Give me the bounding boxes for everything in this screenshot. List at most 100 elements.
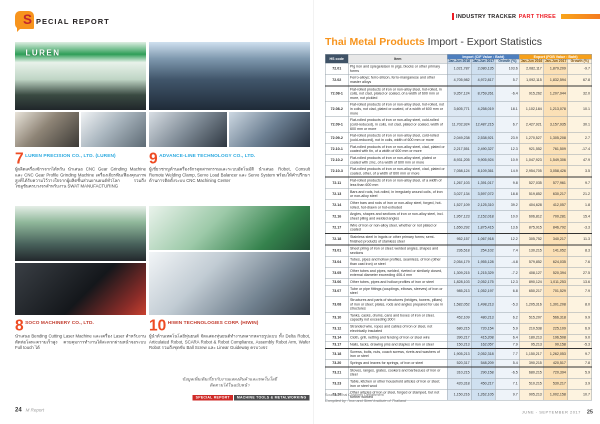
item-cell: Bars and rods, hot-rolled, in irregularl… <box>348 188 448 201</box>
stats-table-head: HS code Item Import (CIF Value : Baht) E… <box>325 54 593 64</box>
export-growth-cell: 30.1 <box>567 116 593 133</box>
table-row: 73.23 Table, kitchen or other household a… <box>325 377 593 390</box>
export-2017-cell: 3,058,426 <box>543 165 568 178</box>
import-2017-cell: 1,391,017 <box>471 176 496 189</box>
section-hiwin-body: ผู้นำด้านเทคโนโลยีหุ่นยนต์ จัดแสดงหุ่นยน… <box>149 333 310 350</box>
import-growth-cell: 39.2 <box>495 199 520 212</box>
magazine-brand: M Report <box>25 407 45 413</box>
export-2016-cell: 905,213 <box>519 389 544 401</box>
import-2016-cell: 452,109 <box>446 311 472 324</box>
header-hs-code: HS code <box>325 54 349 64</box>
photo-green-booth <box>149 206 310 250</box>
export-2016-cell: 1,270,527 <box>519 132 544 144</box>
import-2016-cell: 1,527,109 <box>446 199 472 212</box>
photo-machine-grey <box>81 112 146 147</box>
special-report-icon-letter: S <box>22 12 32 27</box>
export-growth-cell: 8.3 <box>567 244 593 257</box>
table-row: 72.13 Bars and rods, hot-rolled, in irreg… <box>325 188 593 201</box>
credit-lines: ข้อมูลเพิ่มเติมเกี่ยวกับงานแสดงสินค้าและ… <box>149 376 310 388</box>
header-export-2016: Jan-Jun 2016 <box>519 59 544 64</box>
export-growth-cell: 10.1 <box>567 101 593 118</box>
hs-code-cell: 73.17 <box>325 341 349 349</box>
table-row: 72.10-1 Flat-rolled products of iron or n… <box>325 143 593 155</box>
table-row: 73.20 Springs and leaves for springs, of … <box>325 359 593 368</box>
hs-code-cell: 73.01 <box>325 244 349 257</box>
banner-part-label: PART THREE <box>518 13 556 20</box>
export-2017-cell: 1,879,209 <box>543 62 568 75</box>
export-2016-cell: 95,213 <box>519 341 544 349</box>
item-cell: Flat-rolled products of iron or non-allo… <box>348 154 448 167</box>
table-source: Source : Thai Customs Department <box>325 392 384 398</box>
table-row: 73.10 Tanks, casks, drums, cans and boxes… <box>325 311 593 324</box>
table-row: 73.08 Structures and parts of structures … <box>325 296 593 313</box>
header-export-2017: Jan-Jun 2017 <box>543 59 568 64</box>
import-2017-cell: 2,052,318 <box>471 347 496 360</box>
section-soco: 8 SOCO MACHINERY CO., LTD. นำเสนอ Bendin… <box>15 317 146 350</box>
item-cell: Flat-rolled products of iron or non-allo… <box>348 85 448 102</box>
section-hiwin: 10 HIWIN TECHNOLOGIES CORP. (HIWIN) ผู้น… <box>149 317 310 350</box>
item-cell: Sheet piling of iron or steel; welded an… <box>348 244 448 257</box>
export-growth-cell: 47.9 <box>567 154 593 167</box>
import-growth-cell: 23.9 <box>495 132 520 144</box>
export-2016-cell: 404,628 <box>519 199 544 212</box>
import-growth-cell: 6.2 <box>495 311 520 324</box>
import-2017-cell: 8,759,261 <box>471 85 496 102</box>
section-advanceline-title: ADVANCE-LINE TECHNOLOGY CO., LTD. <box>159 153 256 159</box>
item-cell: Tanks, casks, drums, cans and boxes of i… <box>348 311 448 324</box>
header-import-growth: Growth (%) <box>495 59 520 64</box>
import-2017-cell: 1,067,918 <box>471 232 496 246</box>
export-2017-cell: 701,529 <box>543 285 568 297</box>
item-cell: Flat-rolled products of iron or non-allo… <box>348 143 448 155</box>
export-2016-cell: 579,852 <box>519 256 544 268</box>
import-growth-cell: 14.9 <box>495 165 520 178</box>
table-row: 73.05 Other tubes and pipes, welded, rive… <box>325 267 593 279</box>
credit-line-2: ติดตามได้ในฉบับหน้า <box>209 382 250 388</box>
export-2017-cell: 1,002,158 <box>543 389 568 401</box>
import-growth-cell: 10.9 <box>495 154 520 167</box>
photo-soco-booth <box>15 263 146 315</box>
import-2016-cell: 236,518 <box>446 244 472 257</box>
hs-code-cell: 72.16 <box>325 210 349 223</box>
import-growth-cell: 9.8 <box>495 176 520 189</box>
special-report-header: S PECIAL REPORT <box>15 11 110 32</box>
item-cell: Other bars and rods of iron or non-alloy… <box>348 199 448 212</box>
export-growth-cell: 11.3 <box>567 232 593 246</box>
export-growth-cell: 7.8 <box>567 359 593 368</box>
table-row: 73.06 Other tubes, pipes and hollow profi… <box>325 278 593 286</box>
export-2017-cell: 1,011,253 <box>543 278 568 286</box>
item-cell: Table, kitchen or other household articl… <box>348 377 448 390</box>
hs-code-cell: 72.18 <box>325 232 349 246</box>
table-row: 72.09-1 Flat-rolled products of iron or n… <box>325 116 593 133</box>
credit-tagbar: SPECIAL REPORT MACHINE TOOLS & METALWORK… <box>192 395 310 401</box>
export-2016-cell: 180,213 <box>519 334 544 342</box>
import-growth-cell: 13.6 <box>495 221 520 234</box>
export-growth-cell: -3.3 <box>567 221 593 234</box>
issue-date: JUNE - SEPTEMBER 2017 <box>521 410 581 415</box>
hs-code-cell: 72.02 <box>325 74 349 87</box>
export-growth-cell: 3.9 <box>567 377 593 390</box>
credit-tag-2: MACHINE TOOLS & METALWORKING <box>233 395 310 401</box>
export-2017-cell: 530,217 <box>543 377 568 390</box>
export-2017-cell: 577,961 <box>543 176 568 189</box>
import-growth-cell: 10.0 <box>495 210 520 223</box>
table-row: 73.07 Tube or pipe fittings (couplings, e… <box>325 285 593 297</box>
section-advanceline: 9 ADVANCE-LINE TECHNOLOGY CO., LTD. ผู้เ… <box>149 149 310 183</box>
table-row: 72.10-3 Flat-rolled products of iron or n… <box>325 165 593 178</box>
banner-label: INDUSTRY TRACKER <box>456 13 517 20</box>
import-growth-cell: 5.9 <box>495 323 520 335</box>
export-growth-cell: 32.0 <box>567 85 593 102</box>
import-growth-cell: 12.3 <box>495 278 520 286</box>
export-2016-cell: 210,538 <box>519 323 544 335</box>
import-2017-cell: 1,052,197 <box>471 285 496 297</box>
import-2016-cell: 1,957,123 <box>446 210 472 223</box>
header-item: Item <box>348 54 448 64</box>
hs-code-cell: 73.04 <box>325 256 349 268</box>
photo-exhibition-crowd <box>149 42 310 110</box>
section-advanceline-number: 9 <box>149 149 158 167</box>
import-2017-cell: 4,972,817 <box>471 74 496 87</box>
import-2017-cell: 290,158 <box>471 366 496 379</box>
export-2016-cell: 606,812 <box>519 210 544 223</box>
special-report-icon: S <box>15 11 34 32</box>
table-source-lines: Source : Thai Customs Department Compile… <box>325 392 406 404</box>
